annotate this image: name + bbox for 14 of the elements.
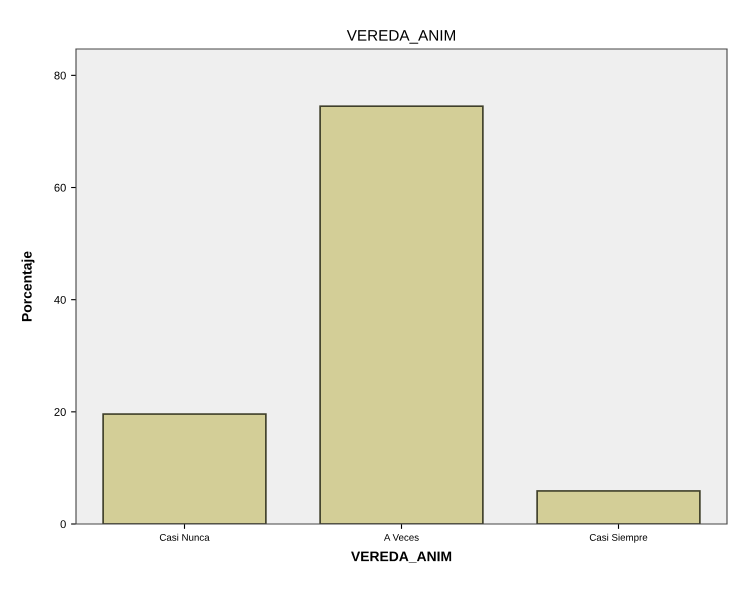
y-tick-label: 60 — [54, 184, 66, 192]
x-axis-title: VEREDA_ANIM — [351, 552, 452, 563]
y-tick-label: 40 — [54, 296, 66, 304]
y-tick-label: 0 — [60, 520, 66, 528]
y-tick-label: 20 — [54, 408, 66, 416]
y-axis-title: Porcentaje — [22, 251, 34, 322]
bar — [102, 413, 267, 524]
chart-title: VEREDA_ANIM — [346, 30, 456, 44]
x-tick-label: A Veces — [384, 534, 419, 541]
x-tick-label: Casi Nunca — [160, 534, 210, 541]
y-tick-label: 80 — [54, 72, 66, 80]
bar — [536, 490, 701, 524]
x-tick-label: Casi Siempre — [590, 534, 648, 543]
bar — [319, 105, 484, 524]
